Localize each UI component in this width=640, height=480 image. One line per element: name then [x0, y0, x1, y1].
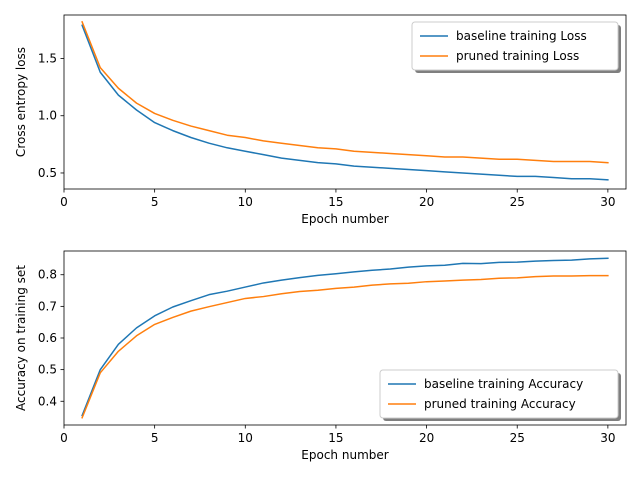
accuracy-legend-label: pruned training Accuracy: [424, 397, 576, 411]
accuracy-y-tick-label: 0.7: [38, 299, 57, 313]
loss-x-tick-label: 10: [238, 195, 253, 209]
accuracy-x-tick-label: 30: [600, 431, 615, 445]
accuracy-subplot: 0 5 10 15 20 25 30 0.4 0.5 0.6 0.7 0.8 Epoch numbe…: [14, 250, 627, 462]
loss-x-tick-label: 25: [510, 195, 525, 209]
loss-series-pruned-line: [81, 20, 609, 164]
accuracy-x-tick-label: 10: [238, 431, 253, 445]
loss-x-tick-label: 20: [419, 195, 434, 209]
loss-legend-label: baseline training Loss: [456, 29, 587, 43]
accuracy-x-tick-label: 5: [151, 431, 159, 445]
accuracy-x-axis-label: Epoch number: [301, 448, 388, 462]
accuracy-y-tick-label: 0.5: [38, 363, 57, 377]
loss-legend: baseline training Loss pruned training Lo…: [411, 21, 621, 73]
loss-y-ticks: 0.5 1.0 1.5: [38, 52, 64, 180]
accuracy-y-tick-label: 0.6: [38, 331, 57, 345]
accuracy-plot-area: [81, 257, 609, 419]
loss-x-tick-label: 15: [328, 195, 343, 209]
loss-y-axis-label: Cross entropy loss: [14, 47, 28, 157]
loss-x-tick-label: 30: [600, 195, 615, 209]
loss-legend-label: pruned training Loss: [456, 49, 579, 63]
loss-y-tick-label: 0.5: [38, 166, 57, 180]
accuracy-x-tick-label: 15: [328, 431, 343, 445]
loss-x-tick-label: 0: [60, 195, 68, 209]
accuracy-series-baseline-line: [81, 257, 609, 417]
accuracy-legend: baseline training Accuracy pruned trainin…: [379, 369, 621, 421]
accuracy-x-ticks: 0 5 10 15 20 25 30: [60, 425, 616, 445]
accuracy-y-axis-label: Accuracy on training set: [14, 265, 28, 411]
accuracy-x-tick-label: 25: [510, 431, 525, 445]
accuracy-legend-label: baseline training Accuracy: [424, 377, 583, 391]
accuracy-x-tick-label: 20: [419, 431, 434, 445]
loss-series-baseline-line: [81, 24, 609, 181]
loss-axes-frame: [63, 14, 627, 190]
loss-subplot: 0 5 10 15 20 25 30 0.5 1.0 1.5 Epoch number Cros…: [14, 14, 627, 226]
loss-plot-area: [81, 20, 609, 181]
loss-y-tick-label: 1.0: [38, 109, 57, 123]
loss-x-axis-label: Epoch number: [301, 212, 388, 226]
accuracy-y-tick-label: 0.4: [38, 394, 57, 408]
loss-x-ticks: 0 5 10 15 20 25 30: [60, 189, 616, 209]
accuracy-y-tick-label: 0.8: [38, 268, 57, 282]
accuracy-series-pruned-line: [81, 274, 609, 419]
accuracy-x-tick-label: 0: [60, 431, 68, 445]
accuracy-y-ticks: 0.4 0.5 0.6 0.7 0.8: [38, 268, 64, 408]
loss-y-tick-label: 1.5: [38, 52, 57, 66]
loss-legend-box: [411, 21, 619, 71]
loss-x-tick-label: 5: [151, 195, 159, 209]
accuracy-legend-box: [379, 369, 619, 419]
